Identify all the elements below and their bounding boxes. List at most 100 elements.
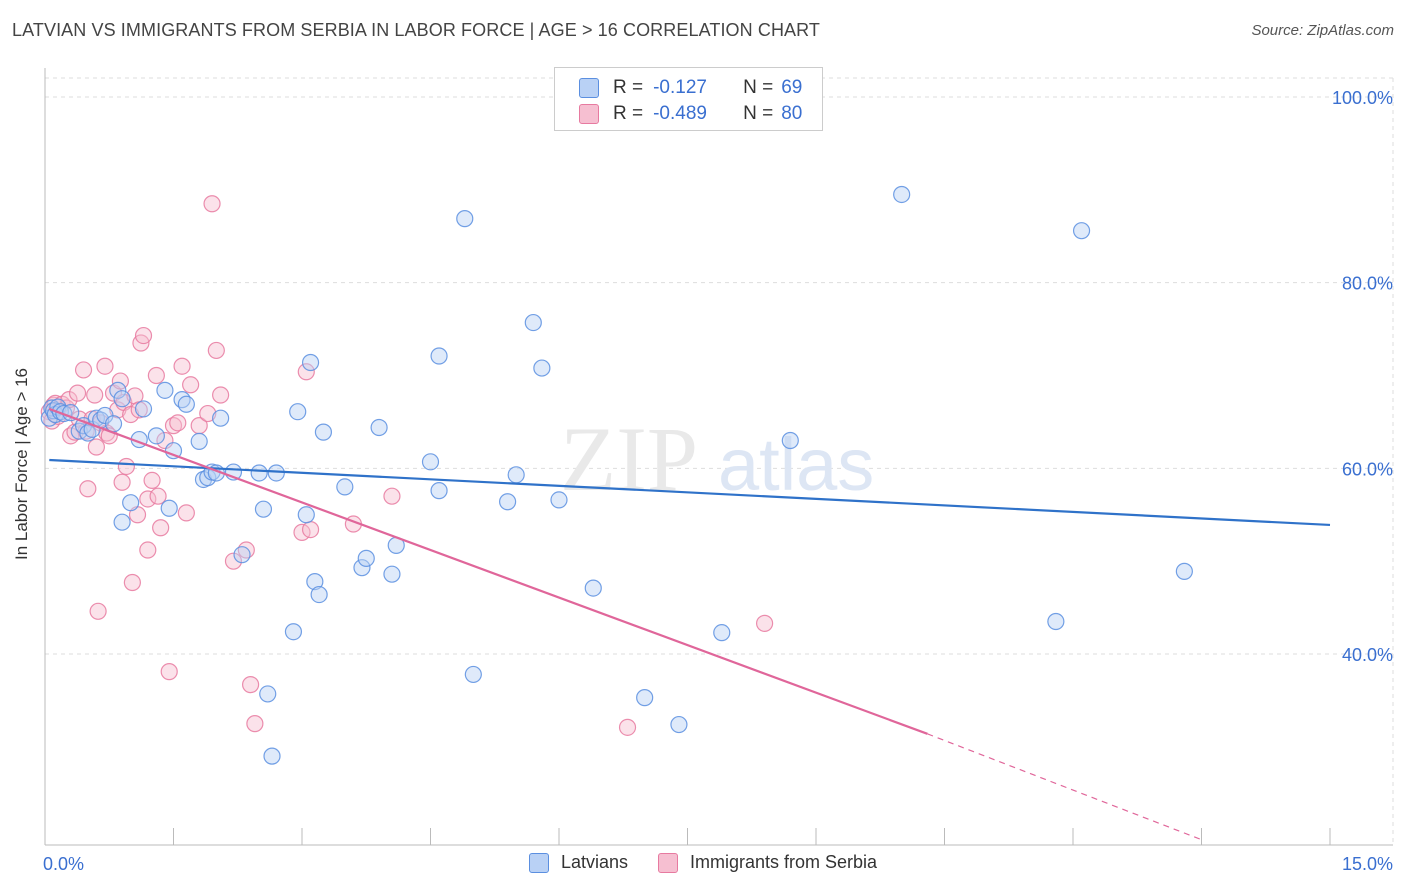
latvian-point-27 xyxy=(177,395,195,413)
serbia-point-63 xyxy=(618,718,637,736)
latvian-point-39 xyxy=(263,747,281,765)
legend-r-label: R = xyxy=(613,77,644,98)
latvian-point-71 xyxy=(1072,222,1091,240)
serbia-point-56 xyxy=(242,676,260,694)
y-tick-label-60: 60.0% xyxy=(1342,459,1393,479)
latvian-point-48 xyxy=(336,478,354,496)
serbia-point-41 xyxy=(152,519,170,537)
bottom-legend-swatch-pink xyxy=(657,852,678,873)
serbia-point-17 xyxy=(87,438,106,456)
latvian-point-44 xyxy=(301,353,320,372)
trend-lines xyxy=(48,407,1331,841)
latvian-point-52 xyxy=(383,565,401,583)
serbia-point-29 xyxy=(122,405,140,424)
legend-swatch-pink xyxy=(579,104,599,124)
latvian-point-17 xyxy=(113,390,131,408)
bottom-legend-serbia: Immigrants from Serbia xyxy=(657,852,878,873)
x-tick-label-left: 0.0% xyxy=(43,854,84,874)
serbia-point-43 xyxy=(160,663,178,681)
latvian-point-51 xyxy=(370,418,388,437)
serbia-trend-extension xyxy=(927,733,1202,841)
latvian-point-46 xyxy=(310,585,328,604)
latvian-point-41 xyxy=(284,623,303,641)
y-axis-label: In Labor Force | Age > 16 xyxy=(12,367,31,560)
latvian-point-55 xyxy=(430,482,448,500)
legend-row-serbia: R = -0.489 N = 80 xyxy=(579,102,802,126)
legend-r-value-1: -0.127 xyxy=(653,77,707,98)
serbia-point-47 xyxy=(177,504,195,522)
latvian-point-54 xyxy=(421,453,440,471)
bottom-legend-label-latvians: Latvians xyxy=(560,852,628,872)
latvian-point-49 xyxy=(353,559,371,577)
serbia-point-18 xyxy=(89,602,107,620)
serbia-trend-line xyxy=(48,407,928,735)
y-tick-label-100: 100.0% xyxy=(1332,88,1393,108)
source-label: Source: ZipAtlas.com xyxy=(1251,22,1394,39)
chart-title: LATVIAN VS IMMIGRANTS FROM SERBIA IN LAB… xyxy=(12,20,821,40)
latvian-point-33 xyxy=(212,409,230,427)
serbia-point-64 xyxy=(755,614,774,632)
serbia-point-20 xyxy=(96,357,114,375)
serbia-point-60 xyxy=(301,521,320,539)
serbia-point-53 xyxy=(212,386,230,404)
serbia-point-51 xyxy=(203,195,221,213)
latvian-point-22 xyxy=(147,427,165,445)
latvian-point-60 xyxy=(507,466,525,484)
latvian-point-40 xyxy=(267,464,285,482)
y-tick-labels: 40.0% 60.0% 80.0% 100.0% xyxy=(1332,88,1393,665)
legend-r-value-2: -0.489 xyxy=(653,103,707,124)
latvian-trend-line xyxy=(49,458,1331,527)
serbia-point-50 xyxy=(199,404,217,423)
latvian-point-36 xyxy=(250,464,268,482)
legend-n-value-1: 69 xyxy=(781,77,803,98)
serbia-point-16 xyxy=(86,386,104,404)
latvian-point-21 xyxy=(134,400,153,418)
latvian-point-28 xyxy=(190,432,208,451)
serbia-point-45 xyxy=(169,414,187,432)
serbia-point-48 xyxy=(182,376,200,394)
latvian-point-56 xyxy=(430,347,448,365)
latvian-point-68 xyxy=(781,431,799,450)
legend-swatch-blue xyxy=(579,78,599,98)
legend-n-label: N = xyxy=(743,77,774,98)
y-tick-label-40: 40.0% xyxy=(1342,645,1393,665)
latvian-point-37 xyxy=(254,500,273,518)
legend: R = -0.127 N = 69 R = -0.489 N = 80 xyxy=(554,67,823,131)
latvian-point-67 xyxy=(713,624,731,642)
legend-n-label: N = xyxy=(743,103,774,124)
latvian-point-59 xyxy=(499,493,517,511)
latvian-point-66 xyxy=(670,715,688,734)
serbia-point-46 xyxy=(173,357,191,375)
latvian-point-69 xyxy=(893,185,911,204)
serbia-point-39 xyxy=(147,366,165,385)
bottom-legend-swatch-blue xyxy=(528,852,549,873)
latvian-points xyxy=(40,185,1193,765)
serbia-point-57 xyxy=(246,715,264,733)
latvian-point-65 xyxy=(636,689,654,707)
serbia-point-37 xyxy=(139,490,157,508)
latvian-point-70 xyxy=(1047,612,1065,631)
serbia-point-12 xyxy=(74,361,93,379)
serbia-point-35 xyxy=(134,326,153,345)
serbia-point-30 xyxy=(123,573,141,592)
latvian-point-57 xyxy=(456,210,474,228)
latvian-point-58 xyxy=(464,665,482,684)
latvian-point-16 xyxy=(109,381,127,399)
latvian-point-24 xyxy=(160,499,178,517)
legend-r-label: R = xyxy=(613,103,644,124)
latvian-point-23 xyxy=(156,381,174,399)
latvian-point-42 xyxy=(289,403,307,421)
serbia-point-14 xyxy=(79,480,97,498)
bottom-legend-label-serbia: Immigrants from Serbia xyxy=(689,852,878,872)
latvian-point-19 xyxy=(122,494,140,512)
latvian-point-62 xyxy=(533,359,551,377)
latvian-point-15 xyxy=(104,415,123,433)
serbia-point-26 xyxy=(113,473,131,491)
serbia-point-10 xyxy=(68,384,87,402)
bottom-legend-latvians: Latvians xyxy=(528,852,628,873)
y-tick-label-80: 80.0% xyxy=(1342,274,1393,294)
serbia-point-31 xyxy=(126,387,144,405)
latvian-point-63 xyxy=(550,491,568,509)
watermark-zip: ZIP xyxy=(560,408,698,510)
